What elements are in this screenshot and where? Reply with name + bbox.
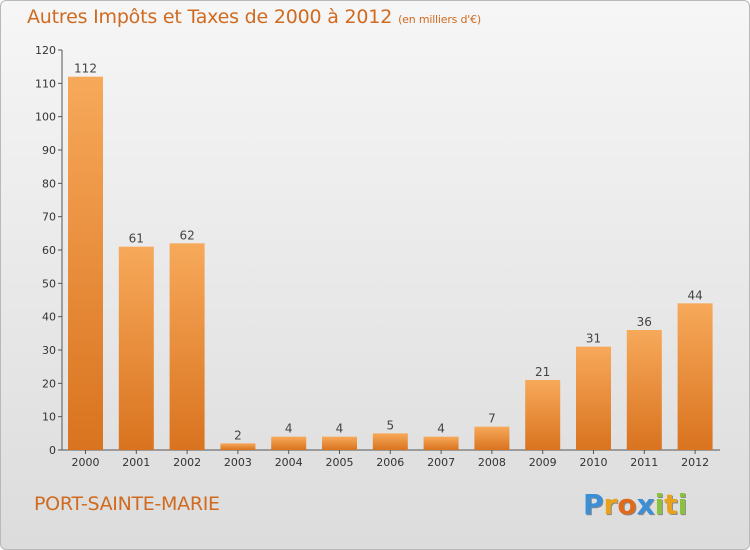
bar bbox=[525, 380, 561, 450]
y-tick-label: 40 bbox=[42, 311, 56, 324]
data-label: 31 bbox=[586, 332, 601, 346]
x-tick-label: 2004 bbox=[275, 456, 303, 469]
data-label: 4 bbox=[285, 422, 293, 436]
data-label: 5 bbox=[386, 418, 394, 432]
bar bbox=[677, 303, 713, 450]
y-tick-label: 30 bbox=[42, 344, 56, 357]
data-label: 36 bbox=[637, 315, 652, 329]
logo-letter: t bbox=[664, 488, 678, 521]
x-tick-label: 2002 bbox=[173, 456, 201, 469]
y-tick-label: 90 bbox=[42, 144, 56, 157]
y-tick-label: 120 bbox=[35, 44, 56, 57]
chart-title: Autres Impôts et Taxes de 2000 à 2012 (en… bbox=[27, 6, 481, 28]
data-label: 7 bbox=[488, 412, 496, 426]
data-label: 21 bbox=[535, 365, 550, 379]
data-label: 2 bbox=[234, 428, 242, 442]
data-label: 4 bbox=[437, 422, 445, 436]
y-tick-label: 50 bbox=[42, 277, 56, 290]
bar bbox=[372, 433, 408, 450]
data-label: 4 bbox=[336, 422, 344, 436]
y-tick-label: 0 bbox=[49, 444, 56, 457]
x-tick-label: 2010 bbox=[580, 456, 608, 469]
y-tick-label: 80 bbox=[42, 177, 56, 190]
bar bbox=[271, 436, 307, 450]
bar bbox=[423, 436, 459, 450]
x-tick-label: 2009 bbox=[529, 456, 557, 469]
bar bbox=[220, 443, 256, 450]
x-tick-label: 2008 bbox=[478, 456, 506, 469]
y-tick-label: 110 bbox=[35, 77, 56, 90]
y-tick-label: 10 bbox=[42, 411, 56, 424]
data-label: 44 bbox=[687, 288, 702, 302]
proxiti-logo: Proxiti bbox=[583, 488, 687, 521]
x-tick-label: 2005 bbox=[326, 456, 354, 469]
data-label: 62 bbox=[179, 228, 194, 242]
x-tick-label: 2011 bbox=[630, 456, 658, 469]
y-tick-label: 100 bbox=[35, 111, 56, 124]
data-label: 61 bbox=[129, 232, 144, 246]
x-tick-label: 2012 bbox=[681, 456, 709, 469]
x-tick-label: 2007 bbox=[427, 456, 455, 469]
title-unit: (en milliers d'€) bbox=[398, 13, 481, 26]
bar bbox=[576, 346, 611, 450]
logo-letter: x bbox=[636, 488, 655, 521]
y-tick-label: 70 bbox=[42, 211, 56, 224]
logo-letter: r bbox=[603, 488, 618, 521]
bar bbox=[626, 330, 662, 450]
bar bbox=[118, 246, 154, 450]
bar bbox=[169, 243, 205, 450]
y-tick-label: 60 bbox=[42, 244, 56, 257]
logo-letter: o bbox=[617, 488, 637, 521]
title-text: Autres Impôts et Taxes de 2000 à 2012 bbox=[27, 6, 393, 28]
logo-letter: i bbox=[677, 488, 688, 521]
bar bbox=[322, 436, 357, 450]
bar bbox=[68, 76, 103, 451]
logo-letter: P bbox=[583, 488, 604, 521]
commune-name: PORT-SAINTE-MARIE bbox=[34, 493, 220, 515]
axes: 0 10 20 30 40 50 60 70 80 90 100 110 120 2000 2001 2002… bbox=[35, 44, 720, 469]
x-tick-label: 2006 bbox=[376, 456, 404, 469]
bars bbox=[68, 76, 713, 451]
data-label: 112 bbox=[74, 62, 97, 76]
logo-letter: i bbox=[654, 488, 665, 521]
x-tick-label: 2000 bbox=[72, 456, 100, 469]
x-tick-label: 2003 bbox=[224, 456, 252, 469]
x-tick-label: 2001 bbox=[122, 456, 150, 469]
bar bbox=[474, 426, 510, 450]
y-tick-label: 20 bbox=[42, 377, 56, 390]
